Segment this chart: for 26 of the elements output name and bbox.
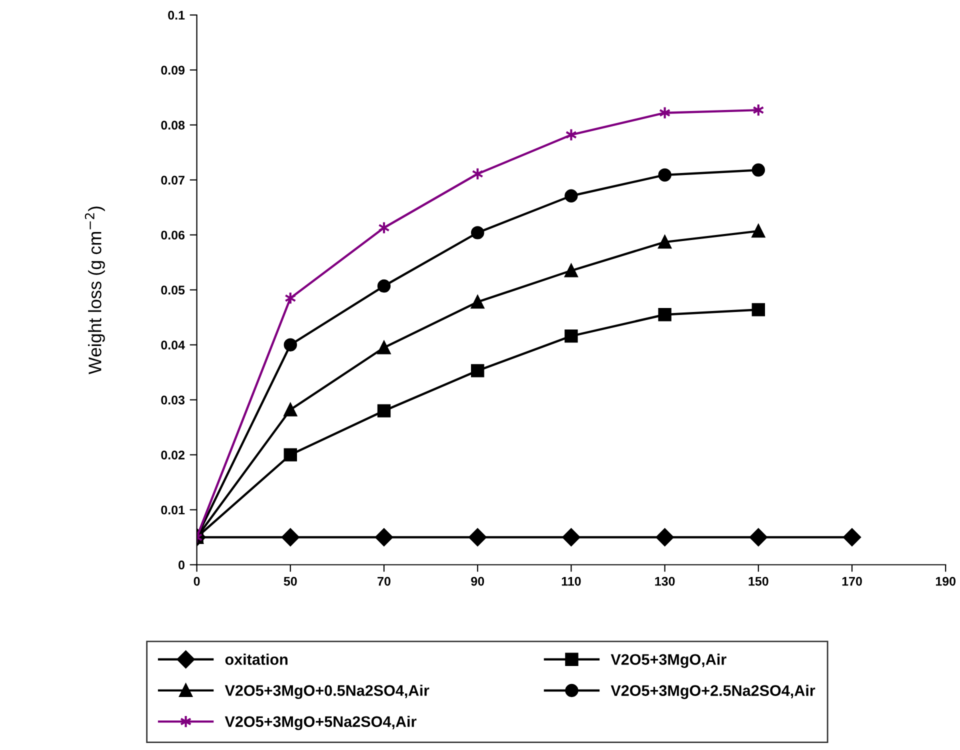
- x-tick-label: 190: [936, 576, 956, 586]
- x-tick-label: 110: [562, 576, 581, 586]
- x-tick-label: 130: [655, 576, 675, 586]
- y-tick-label: 0.04: [161, 340, 185, 350]
- legend-label: V2O5+3MgO,Air: [610, 654, 726, 668]
- y-tick-label: 0.09: [161, 66, 185, 75]
- y-tick-label: 0.1: [168, 10, 185, 20]
- legend-label: V2O5+3MgO+5Na2SO4,Air: [224, 716, 416, 730]
- legend-label: oxitation: [225, 654, 288, 665]
- y-tick-label: 0: [178, 560, 184, 570]
- legend-label: V2O5+3MgO+0.5Na2SO4,Air: [224, 684, 430, 700]
- x-tick-label: 50: [284, 576, 297, 586]
- x-tick-label: 150: [748, 576, 768, 586]
- x-tick-label: 90: [471, 576, 484, 586]
- y-tick-label: 0.03: [161, 396, 185, 404]
- y-tick-label: 0.01: [161, 506, 185, 514]
- x-tick-label: 70: [378, 576, 390, 586]
- legend-label: V2O5+3MgO+2.5Na2SO4,Air: [610, 684, 816, 700]
- y-tick-label: 0.05: [161, 286, 185, 295]
- y-tick-label: 0.02: [161, 450, 184, 460]
- y-tick-label: 0.07: [161, 176, 184, 185]
- y-axis-title: Weight loss (g cm$^{−2}$): [84, 206, 105, 374]
- x-tick-label: 170: [842, 576, 862, 586]
- y-tick-label: 0.08: [161, 120, 185, 130]
- y-tick-label: 0.06: [161, 230, 185, 240]
- x-tick-label: 0: [194, 576, 200, 586]
